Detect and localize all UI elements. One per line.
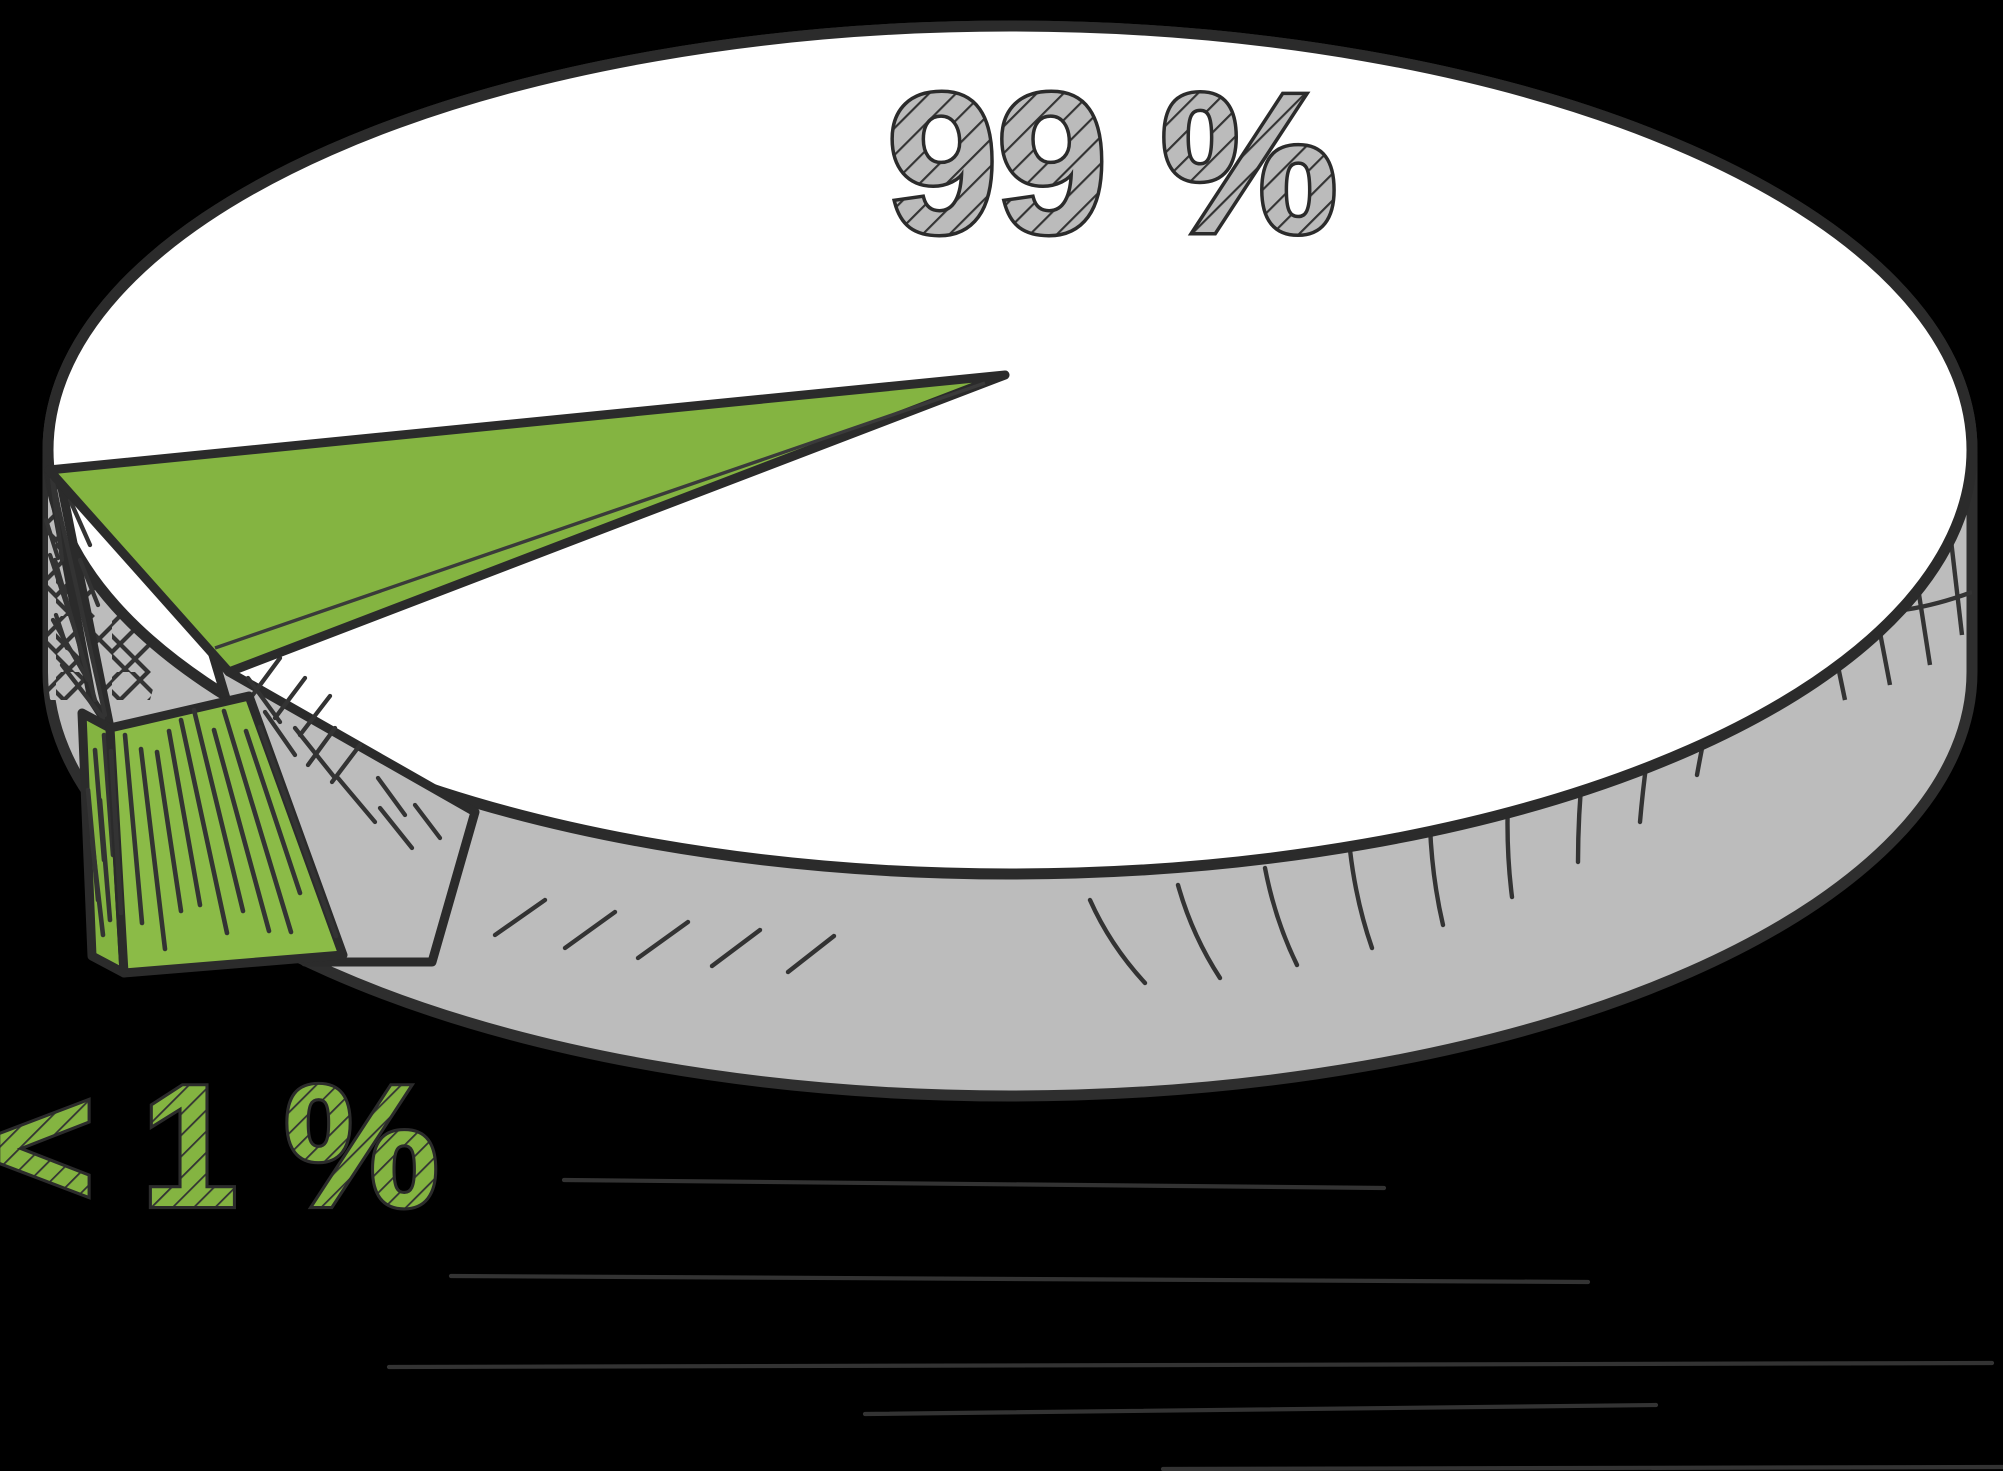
svg-text:99 %: 99 % [887, 53, 1337, 275]
svg-text:< 1 %: < 1 % [0, 1048, 438, 1243]
